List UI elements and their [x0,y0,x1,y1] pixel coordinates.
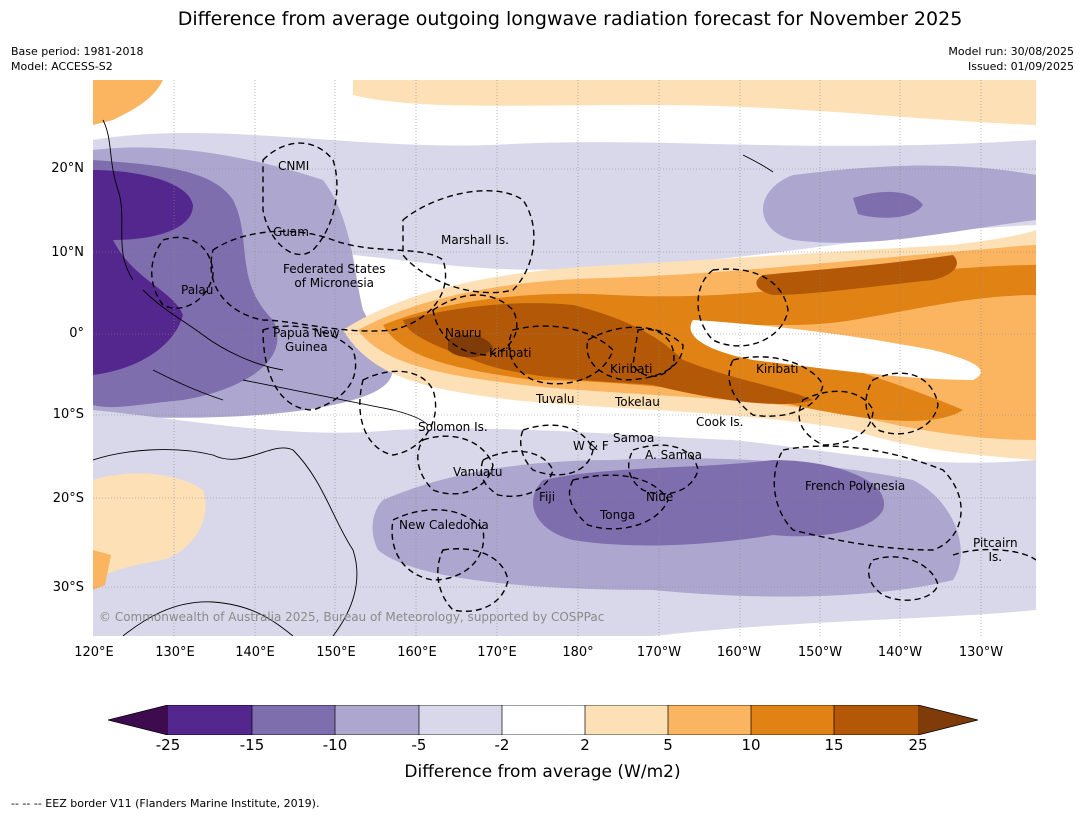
colorbar-seg-1 [168,705,252,735]
anomaly-top-pale [353,80,1036,125]
label-asamoa: A. Samoa [645,448,702,462]
colorbar-tick-15: 15 [824,736,844,754]
colorbar-tick-m25: -25 [155,736,181,754]
colorbar-dividers [251,705,835,735]
colorbar-seg-4 [419,705,502,735]
colorbar-seg-9 [834,705,918,735]
colorbar-tick-m2: -2 [494,736,510,754]
model-run: Model run: 30/08/2025 [948,45,1074,58]
label-niue: Niue [646,490,674,504]
label-french-polynesia: French Polynesia [805,479,906,493]
label-kiribati-central: Kiribati [610,362,653,376]
lon-label-180: 180° [562,645,594,660]
meta-left: Base period: 1981-2018 Model: ACCESS-S2 [11,44,143,74]
lon-label-140w: 140°W [877,645,923,660]
label-samoa: Samoa [613,431,655,445]
model-name: Model: ACCESS-S2 [11,60,113,73]
label-solomon: Solomon Is. [418,420,488,434]
lon-label-170e: 170°E [477,645,517,660]
anomaly-west-dark [93,170,193,375]
colorbar-seg-6 [585,705,668,735]
anomaly-east-neutral [690,320,981,380]
colorbar-arrow-left [108,705,168,735]
lat-label-20n: 20°N [51,161,84,176]
lon-label-130e: 130°E [155,645,195,660]
colorbar-arrow-right [918,705,978,735]
map-svg [93,80,1036,636]
colorbar-tick-m10: -10 [322,736,348,754]
lon-label-150w: 150°W [797,645,843,660]
meta-right: Model run: 30/08/2025 Issued: 01/09/2025 [948,44,1074,74]
label-png: Papua New Guinea [273,326,340,354]
colorbar-tick-m5: -5 [411,736,427,754]
lat-label-10n: 10°N [51,245,84,260]
lon-label-170w: 170°W [636,645,682,660]
label-fsm: Federated States of Micronesia [283,262,386,290]
label-palau: Palau [181,283,214,297]
label-marshall: Marshall Is. [441,233,509,247]
label-vanuatu: Vanuatu [453,465,503,479]
label-kiribati-west: Kiribati [489,346,532,360]
colorbar-tick-10: 10 [741,736,761,754]
base-period: Base period: 1981-2018 [11,45,144,58]
colorbar-seg-3 [335,705,419,735]
eez-borders [151,142,1036,612]
anomaly-patch-north-3 [853,191,923,218]
anomaly-eq-darkest [448,334,493,358]
colorbar-tick-25: 25 [908,736,928,754]
label-pitcairn: Pitcairn Is. [973,536,1018,564]
anomaly-eq-brown [403,303,813,405]
lon-label-130w: 130°W [958,645,1004,660]
lat-label-10s: 10°S [52,407,84,422]
anomaly-east-brown [756,255,957,295]
colorbar-label: Difference from average (W/m2) [404,762,681,782]
lon-label-150e: 150°E [316,645,356,660]
colorbar-seg-8 [751,705,834,735]
eez-legend: -- -- -- EEZ border V11 (Flanders Marine… [11,797,320,810]
lat-label-0: 0° [69,326,84,341]
label-wf: W & F [573,439,609,453]
map-panel: CNMI Guam Marshall Is. Federated States … [93,80,1036,636]
coastlines [93,119,774,636]
colorbar-seg-5 [502,705,585,735]
anomaly-top-left-orange [93,80,163,125]
label-cnmi: CNMI [278,159,310,173]
colorbar-tick-2: 2 [580,736,590,754]
anomaly-australia [93,473,206,580]
map-gridlines [93,80,1036,636]
label-new-caledonia: New Caledonia [399,518,489,532]
label-kiribati-east: Kiribati [756,362,799,376]
colorbar-seg-2 [252,705,335,735]
colorbar-tick-5: 5 [663,736,673,754]
lat-label-20s: 20°S [52,491,84,506]
anomaly-australia-2 [93,550,111,590]
label-tuvalu: Tuvalu [536,392,575,406]
colorbar [108,705,978,735]
colorbar-tick-m15: -15 [239,736,265,754]
chart-title: Difference from average outgoing longwav… [177,8,963,30]
label-tonga: Tonga [600,508,636,522]
lon-label-140e: 140°E [235,645,275,660]
label-nauru: Nauru [445,326,482,340]
label-tokelau: Tokelau [615,395,660,409]
lon-label-160w: 160°W [716,645,762,660]
lon-label-160e: 160°E [397,645,437,660]
copyright-notice: © Commonwealth of Australia 2025, Bureau… [99,610,605,624]
lat-label-30s: 30°S [52,580,84,595]
issued-date: Issued: 01/09/2025 [967,60,1074,73]
label-guam: Guam [273,225,309,239]
label-cook: Cook Is. [696,415,744,429]
anomaly-south-mid [533,460,885,546]
label-fiji: Fiji [539,490,556,504]
colorbar-seg-7 [668,705,751,735]
lon-label-120e: 120°E [74,645,114,660]
